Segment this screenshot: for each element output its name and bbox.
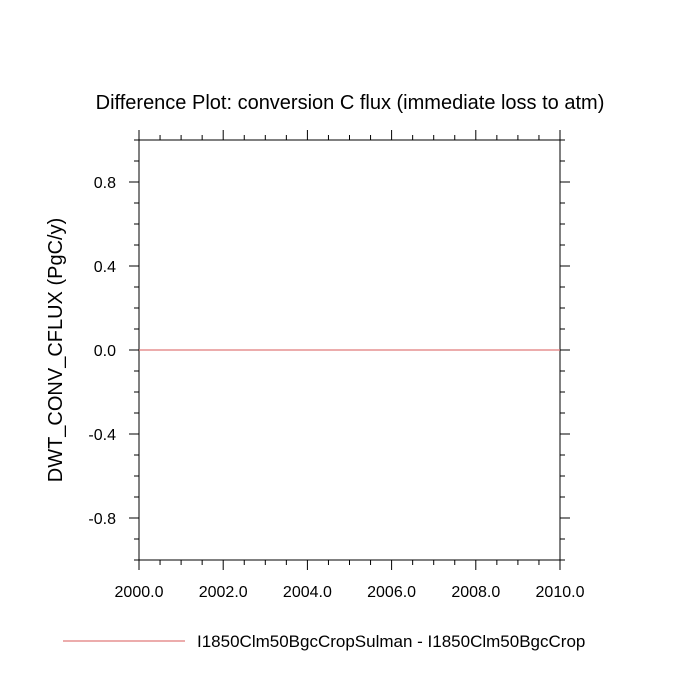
x-tick-label: 2008.0 [451,584,500,601]
x-tick-label: 2006.0 [367,584,416,601]
x-tick-label: 2000.0 [115,584,164,601]
x-tick-label: 2002.0 [199,584,248,601]
chart-title: Difference Plot: conversion C flux (imme… [96,92,605,114]
y-tick-labels: 0.8 0.4 0.0 -0.4 -0.8 [88,175,116,528]
y-tick-label: -0.8 [88,511,116,528]
major-ticks [129,130,570,570]
y-tick-label: -0.4 [88,427,116,444]
legend: I1850Clm50BgcCropSulman - I1850Clm50BgcC… [63,632,585,651]
x-tick-labels: 2000.0 2002.0 2004.0 2006.0 2008.0 2010.0 [115,584,585,601]
y-tick-label: 0.8 [94,175,116,192]
legend-label: I1850Clm50BgcCropSulman - I1850Clm50BgcC… [197,632,585,651]
x-tick-label: 2010.0 [536,584,585,601]
y-tick-label: 0.4 [94,259,116,276]
plot-area [129,130,570,570]
x-tick-label: 2004.0 [283,584,332,601]
y-tick-label: 0.0 [94,343,116,360]
y-axis-label: DWT_CONV_CFLUX (PgC/y) [45,218,67,482]
minor-ticks [134,135,565,565]
